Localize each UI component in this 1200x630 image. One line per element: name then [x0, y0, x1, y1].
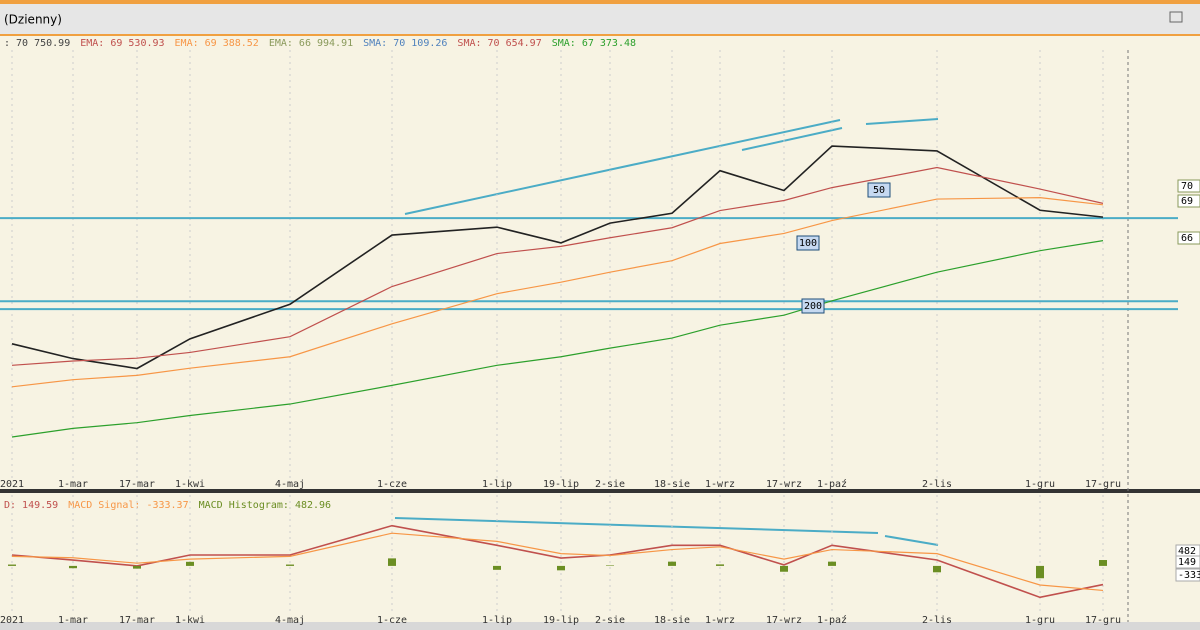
x-tick-label: 17-mar [119, 615, 155, 626]
macd-tag [1175, 568, 1200, 582]
trend-line [865, 118, 939, 125]
histogram-bar [933, 565, 941, 573]
x-tick-label: 1-lip [482, 615, 512, 626]
ma-annotation-box [801, 298, 825, 314]
x-tick-label: 1-gru [1025, 615, 1055, 626]
histogram-bar [286, 564, 294, 566]
x-tick-label: 17-gru [1085, 615, 1121, 626]
price-tag [1177, 179, 1200, 193]
x-tick-label: 17-wrz [766, 615, 802, 626]
histogram-bar [8, 564, 16, 566]
histogram-bar [780, 565, 788, 572]
x-tick-label: 2021 [0, 615, 24, 626]
price-tag-label: 69 [1181, 196, 1193, 207]
macd-legend-entry: D: 149.59 [4, 500, 58, 511]
histogram-bar [1036, 565, 1044, 579]
legend-entry: EMA: 69 388.52 [175, 38, 259, 49]
macd-tag-label: -333 [1178, 570, 1200, 581]
histogram-bar [606, 565, 614, 566]
trend-line [394, 517, 879, 534]
histogram-bar [186, 561, 194, 566]
maximize-button[interactable] [1169, 11, 1183, 23]
ma-annotation: 100 [799, 238, 817, 249]
ma-annotation: 50 [873, 185, 885, 196]
x-tick-label: 1-kwi [175, 615, 205, 626]
window-title: (Dzienny) [4, 13, 62, 27]
x-tick-label: 1-cze [377, 479, 407, 490]
trend-line [884, 535, 939, 546]
x-tick-label: 2-lis [922, 479, 952, 490]
price-tag [1177, 194, 1200, 208]
x-tick-label: 19-lip [543, 479, 579, 490]
x-tick-label: 2-sie [595, 479, 625, 490]
legend-entry: SMA: 70 109.26 [363, 38, 447, 49]
histogram-bar [1099, 560, 1107, 566]
histogram-bar [828, 561, 836, 566]
indicator-line [11, 532, 1104, 592]
x-tick-label: 2-sie [595, 615, 625, 626]
indicator-line [11, 166, 1104, 366]
legend-entry: SMA: 70 654.97 [457, 38, 541, 49]
macd-tag-label: 482 [1178, 546, 1196, 557]
histogram-bar [69, 565, 77, 569]
x-tick-label: 2-lis [922, 615, 952, 626]
price-tag-label: 66 [1181, 233, 1193, 244]
x-tick-label: 1-paź [817, 478, 847, 490]
macd-tag-label: 149 [1178, 557, 1196, 568]
price-line [11, 145, 1104, 370]
x-tick-label: 19-lip [543, 615, 579, 626]
ma-annotation-box [867, 182, 891, 198]
x-tick-label: 1-paź [817, 614, 847, 626]
x-tick-label: 1-wrz [705, 479, 735, 490]
x-tick-label: 4-maj [275, 615, 305, 626]
x-tick-label: 18-sie [654, 479, 690, 490]
histogram-bar [716, 564, 724, 566]
legend-entry: SMA: 67 373.48 [552, 38, 636, 49]
price-tag [1177, 231, 1200, 245]
legend-entry: : 70 750.99 [4, 38, 70, 49]
trend-line [404, 119, 841, 215]
x-tick-label: 1-mar [58, 615, 88, 626]
indicator-line [11, 197, 1104, 388]
x-tick-label: 17-wrz [766, 479, 802, 490]
toolbar-border [0, 34, 1200, 36]
x-tick-label: 1-gru [1025, 479, 1055, 490]
x-tick-label: 1-cze [377, 615, 407, 626]
histogram-bar [493, 565, 501, 570]
indicator-line [11, 524, 1104, 599]
x-tick-label: 1-mar [58, 479, 88, 490]
histogram-bar [668, 561, 676, 566]
top-border [0, 0, 1200, 4]
legend-entry: EMA: 69 530.93 [80, 38, 164, 49]
indicator-line [11, 240, 1104, 438]
x-tick-label: 1-lip [482, 479, 512, 490]
x-tick-label: 4-maj [275, 479, 305, 490]
histogram-bar [557, 565, 565, 571]
x-tick-label: 1-kwi [175, 479, 205, 490]
panel-separator [0, 489, 1200, 493]
x-tick-label: 1-wrz [705, 615, 735, 626]
x-tick-label: 17-gru [1085, 479, 1121, 490]
ma-annotation: 200 [804, 301, 822, 312]
histogram-bar [133, 565, 141, 569]
legend-entry: EMA: 66 994.91 [269, 38, 353, 49]
ma-annotation-box [796, 235, 820, 251]
trend-line [741, 127, 843, 151]
macd-legend-entry: MACD Signal: -333.37 [68, 500, 188, 511]
x-tick-label: 18-sie [654, 615, 690, 626]
x-tick-label: 2021 [0, 479, 24, 490]
histogram-bar [388, 558, 396, 566]
x-tick-label: 17-mar [119, 479, 155, 490]
macd-legend-entry: MACD Histogram: 482.96 [199, 500, 331, 511]
macd-tag [1175, 555, 1200, 569]
scrollbar[interactable] [0, 622, 1200, 630]
title-bar [0, 4, 1200, 34]
price-tag-label: 70 [1181, 181, 1193, 192]
